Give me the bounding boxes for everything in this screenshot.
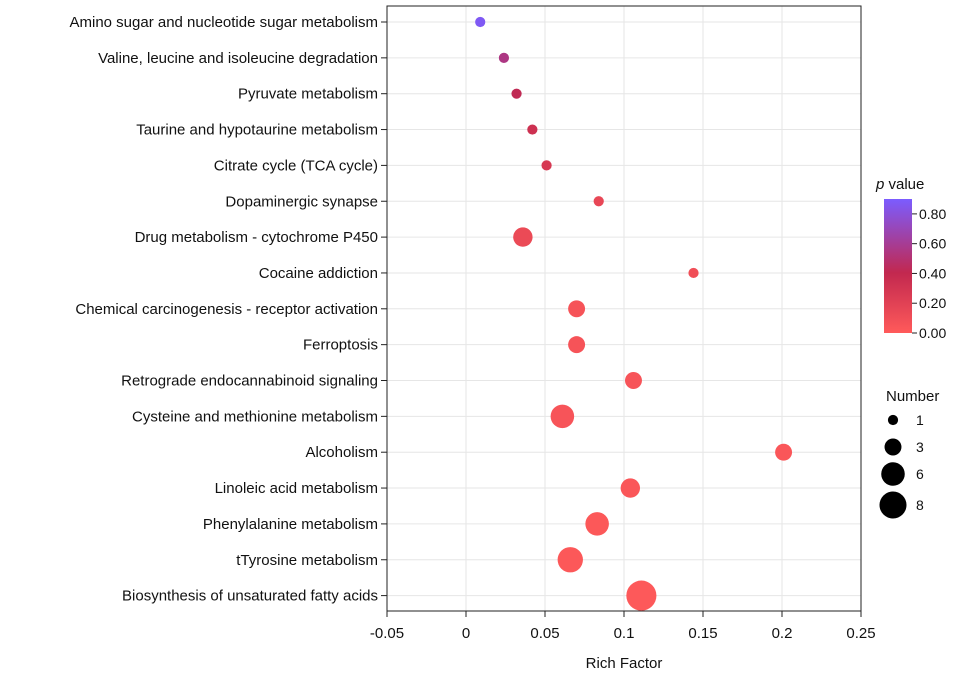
y-tick-label: Cocaine addiction: [259, 265, 378, 282]
x-axis-label: Rich Factor: [586, 655, 663, 672]
p-value-colorbar: [884, 199, 912, 333]
x-tick-label: 0.2: [772, 625, 793, 642]
x-axis: -0.05 0 0.05 0.1 0.15 0.2 0.25: [370, 611, 876, 642]
y-tick-label: Chemical carcinogenesis - receptor activ…: [75, 301, 378, 318]
y-tick-label: Alcoholism: [305, 444, 378, 461]
x-tick-label: 0.1: [614, 625, 635, 642]
y-tick-label: Cysteine and methionine metabolism: [132, 408, 378, 425]
y-tick-label: Dopaminergic synapse: [225, 193, 378, 210]
x-tick-label: 0.05: [530, 625, 559, 642]
size-legend-label: 1: [916, 412, 924, 428]
y-tick-label: Linoleic acid metabolism: [215, 480, 378, 497]
y-tick-label: Ferroptosis: [303, 337, 378, 354]
size-legend-label: 8: [916, 497, 924, 513]
data-point: [498, 52, 510, 63]
size-legend-label: 6: [916, 466, 924, 482]
number-legend-title: Number: [886, 388, 939, 405]
y-tick-label: Taurine and hypotaurine metabolism: [136, 122, 378, 139]
colorbar-tick-label: 0.40: [919, 265, 946, 281]
y-tick-label: tTyrosine metabolism: [236, 552, 378, 569]
size-legend-marker: [887, 414, 899, 426]
grid-lines: [386, 6, 862, 611]
x-tick-label: 0.25: [846, 625, 875, 642]
data-point: [568, 300, 586, 318]
y-tick-label: Drug metabolism - cytochrome P450: [135, 229, 378, 246]
data-point: [568, 336, 586, 354]
data-point: [511, 88, 522, 99]
size-legend-marker: [879, 491, 907, 519]
p-value-legend: p value 0.00 0.20 0.40 0.60 0.80: [875, 176, 946, 341]
p-value-legend-title: p value: [875, 176, 924, 193]
data-point: [625, 372, 642, 389]
data-point: [527, 124, 538, 135]
data-point: [550, 404, 575, 429]
x-tick-label: -0.05: [370, 625, 404, 642]
data-points: [475, 16, 793, 611]
data-point: [541, 160, 552, 171]
x-tick-label: 0.15: [688, 625, 717, 642]
data-point: [688, 267, 699, 279]
size-legend-label: 3: [916, 439, 924, 455]
data-point: [557, 547, 583, 573]
y-tick-label: Pyruvate metabolism: [238, 86, 378, 103]
data-point: [626, 580, 657, 611]
x-tick-label: 0: [462, 625, 470, 642]
colorbar-tick-label: 0.60: [919, 236, 946, 252]
y-axis: Amino sugar and nucleotide sugar metabol…: [69, 14, 387, 605]
colorbar-tick-label: 0.20: [919, 295, 946, 311]
colorbar-tick-label: 0.80: [919, 206, 946, 222]
y-tick-label: Amino sugar and nucleotide sugar metabol…: [69, 14, 378, 31]
data-point: [775, 443, 793, 461]
y-tick-label: Retrograde endocannabinoid signaling: [121, 373, 378, 390]
colorbar-tick-label: 0.00: [919, 325, 946, 341]
data-point: [593, 196, 604, 207]
y-tick-label: Valine, leucine and isoleucine degradati…: [98, 50, 378, 67]
number-legend: Number 1 3 6 8: [879, 388, 939, 519]
data-point: [475, 16, 486, 28]
data-point: [585, 512, 609, 536]
data-point: [620, 478, 641, 498]
y-tick-label: Phenylalanine metabolism: [203, 516, 378, 533]
size-legend-marker: [884, 438, 902, 456]
y-tick-label: Biosynthesis of unsaturated fatty acids: [122, 588, 378, 605]
data-point: [513, 227, 533, 247]
y-tick-label: Citrate cycle (TCA cycle): [214, 157, 378, 174]
size-legend-marker: [881, 462, 905, 486]
